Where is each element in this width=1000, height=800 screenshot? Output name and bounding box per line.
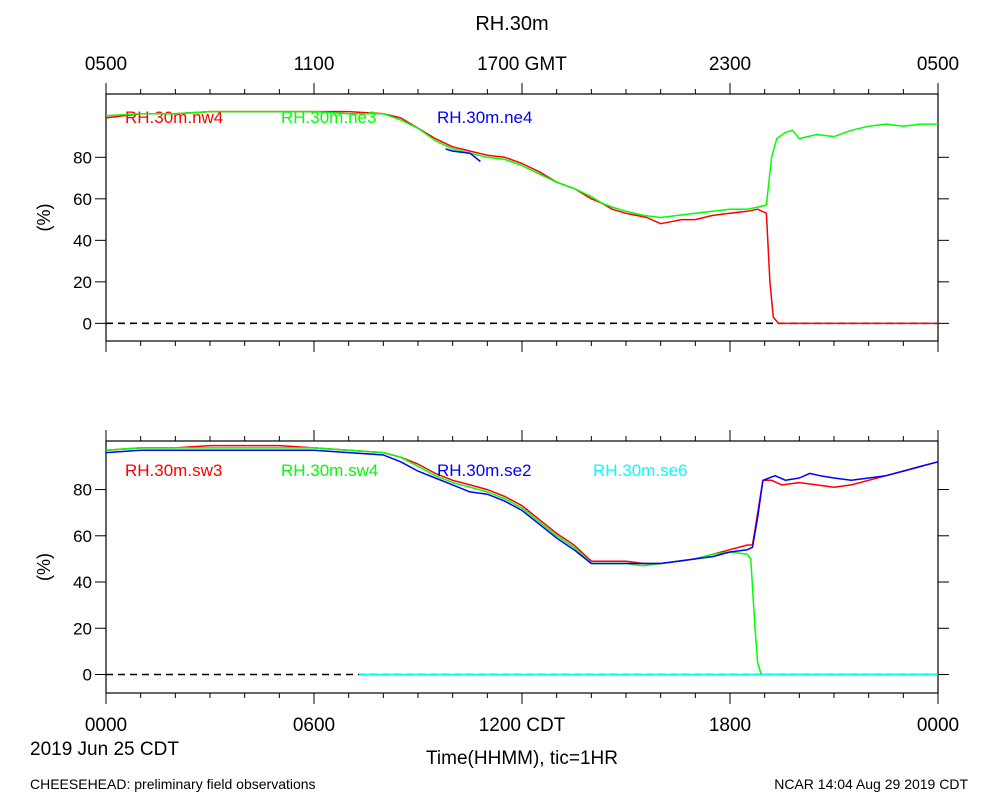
top-tick-label: 0500 [917, 54, 959, 75]
legend-entry: RH.30m.sw4 [281, 461, 378, 480]
top-tick-label: 2300 [709, 54, 751, 75]
top-tick-label: 0500 [85, 54, 127, 75]
panel-top: 0 20 40 60 80 (%) RH.30m.nw4 RH.30m.ne3 RH.30m.n… [34, 83, 949, 352]
legend-entry: RH.30m.ne4 [437, 108, 532, 127]
legend-entry: RH.30m.se6 [593, 461, 687, 480]
y-tick-label: 60 [73, 527, 92, 546]
y-tick-label: 80 [73, 481, 92, 500]
bottom-axis-labels: 0000 0600 1200 CDT 1800 0000 [85, 715, 959, 736]
footer-right: NCAR 14:04 Aug 29 2019 CDT [774, 776, 968, 792]
series-line-rh-30m-sw4 [105, 447, 938, 676]
y-tick-label: 20 [73, 619, 92, 638]
bottom-tick-label: 0000 [917, 715, 959, 736]
legend-entry: RH.30m.ne3 [281, 108, 376, 127]
legend-entry: RH.30m.sw3 [125, 461, 222, 480]
series-line-rh-30m-nw4 [105, 110, 938, 325]
bottom-tick-label: 1200 CDT [479, 715, 566, 736]
series-line-rh-30m-se2 [105, 449, 939, 565]
bottom-tick-label: 0600 [293, 715, 335, 736]
footer-left: CHEESEHEAD: preliminary field observatio… [30, 776, 316, 792]
y-tick-label: 0 [83, 666, 92, 685]
y-axis-label: (%) [34, 553, 54, 581]
legend-entry: RH.30m.nw4 [125, 108, 223, 127]
top-tick-label: 1100 [294, 54, 335, 75]
top-axis-labels: 0500 1100 1700 GMT 2300 0500 [85, 54, 959, 75]
date-label: 2019 Jun 25 CDT [30, 739, 179, 760]
y-tick-label: 20 [73, 273, 92, 292]
plot-frame [105, 93, 939, 342]
legend-entry: RH.30m.se2 [437, 461, 531, 480]
top-tick-label: 1700 GMT [477, 54, 567, 75]
y-axis-label: (%) [34, 204, 54, 232]
panel-bottom: 0 20 40 60 80 (%) RH.30m.sw3 RH.30m.sw4 RH.30m.s… [34, 430, 949, 704]
y-tick-label: 40 [73, 231, 92, 250]
bottom-tick-label: 1800 [709, 715, 751, 736]
x-axis-label: Time(HHMM), tic=1HR [426, 748, 618, 769]
y-tick-label: 0 [83, 314, 92, 333]
y-tick-label: 40 [73, 573, 92, 592]
y-tick-label: 60 [73, 190, 92, 209]
series-line-rh-30m-ne4 [445, 148, 481, 163]
bottom-tick-label: 0000 [85, 715, 127, 736]
chart-title: RH.30m [475, 13, 548, 35]
series-line-rh-30m-ne3 [105, 110, 938, 219]
y-tick-label: 80 [73, 148, 92, 167]
